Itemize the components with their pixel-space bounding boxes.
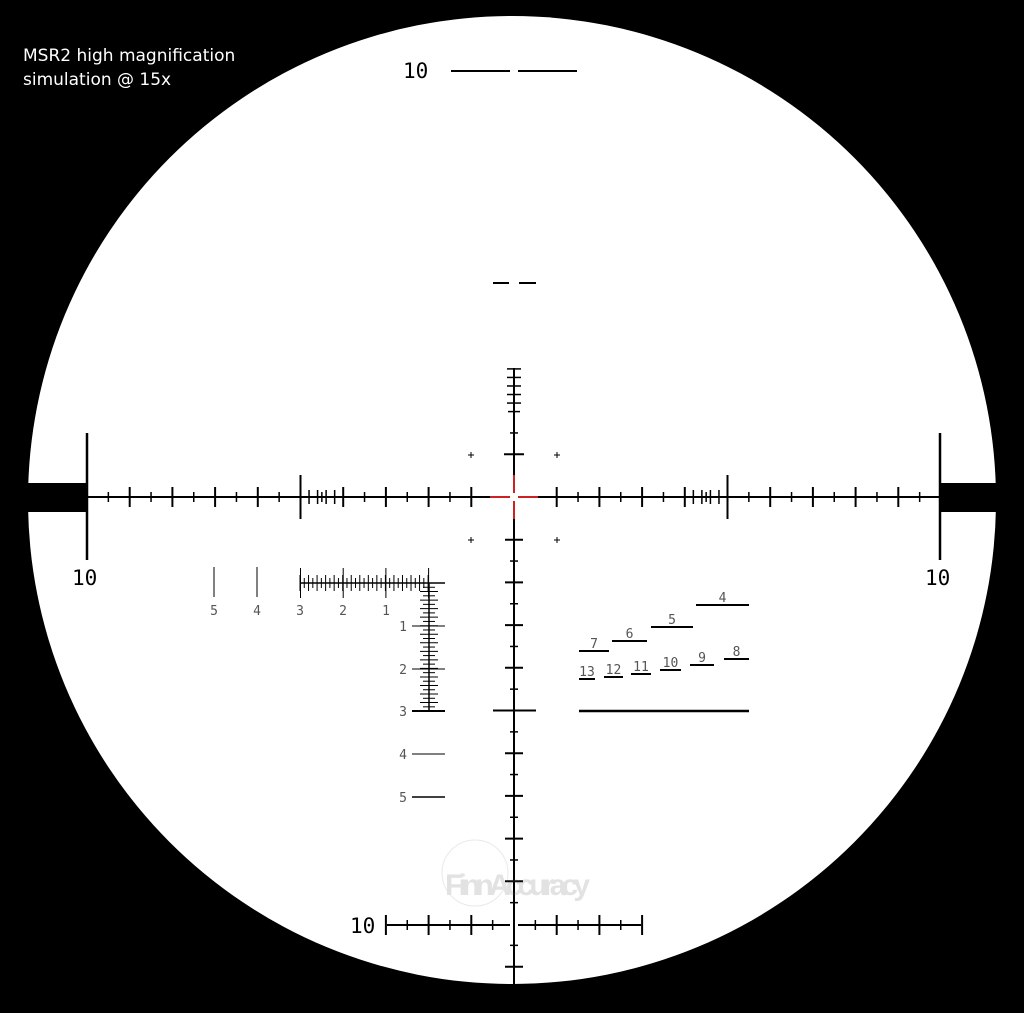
ruler-h-label: 2: [339, 604, 347, 619]
ruler-v-label: 3: [399, 705, 407, 720]
range-bar-label: 13: [579, 665, 595, 680]
range-bar-label: 10: [663, 656, 679, 671]
ruler-v-label: 5: [399, 791, 407, 806]
range-bar-label: 4: [719, 591, 727, 606]
ruler-v-label: 1: [399, 620, 407, 635]
right-thick-post: [940, 483, 1010, 512]
ruler-h-label: 5: [210, 604, 218, 619]
left-thick-post: [20, 483, 87, 512]
ruler-h-label: 1: [382, 604, 390, 619]
label-top-10: 10: [403, 59, 428, 83]
label-left-10: 10: [72, 566, 97, 590]
svg-text:FinnAccuracy: FinnAccuracy: [445, 869, 590, 902]
range-bar-label: 7: [590, 637, 598, 652]
watermark-logo: FinnAccuracy: [441, 839, 590, 907]
ruler-h-label: 3: [296, 604, 304, 619]
range-bar-label: 11: [633, 660, 649, 675]
ruler-h-label: 4: [253, 604, 261, 619]
range-bar-label: 12: [606, 663, 622, 678]
label-right-10: 10: [925, 566, 950, 590]
caption-line-1: MSR2 high magnification: [23, 46, 236, 66]
range-bar-label: 5: [668, 613, 676, 628]
ruler-v-label: 4: [399, 748, 407, 763]
range-bar-label: 6: [626, 627, 634, 642]
scope-field: [28, 16, 996, 984]
label-bottom-10: 10: [350, 914, 375, 938]
range-bar-label: 8: [733, 645, 741, 660]
caption-line-2: simulation @ 15x: [23, 70, 172, 90]
ruler-v-label: 2: [399, 663, 407, 678]
caption: MSR2 high magnification simulation @ 15x: [23, 44, 235, 92]
range-bar-label: 9: [698, 651, 706, 666]
